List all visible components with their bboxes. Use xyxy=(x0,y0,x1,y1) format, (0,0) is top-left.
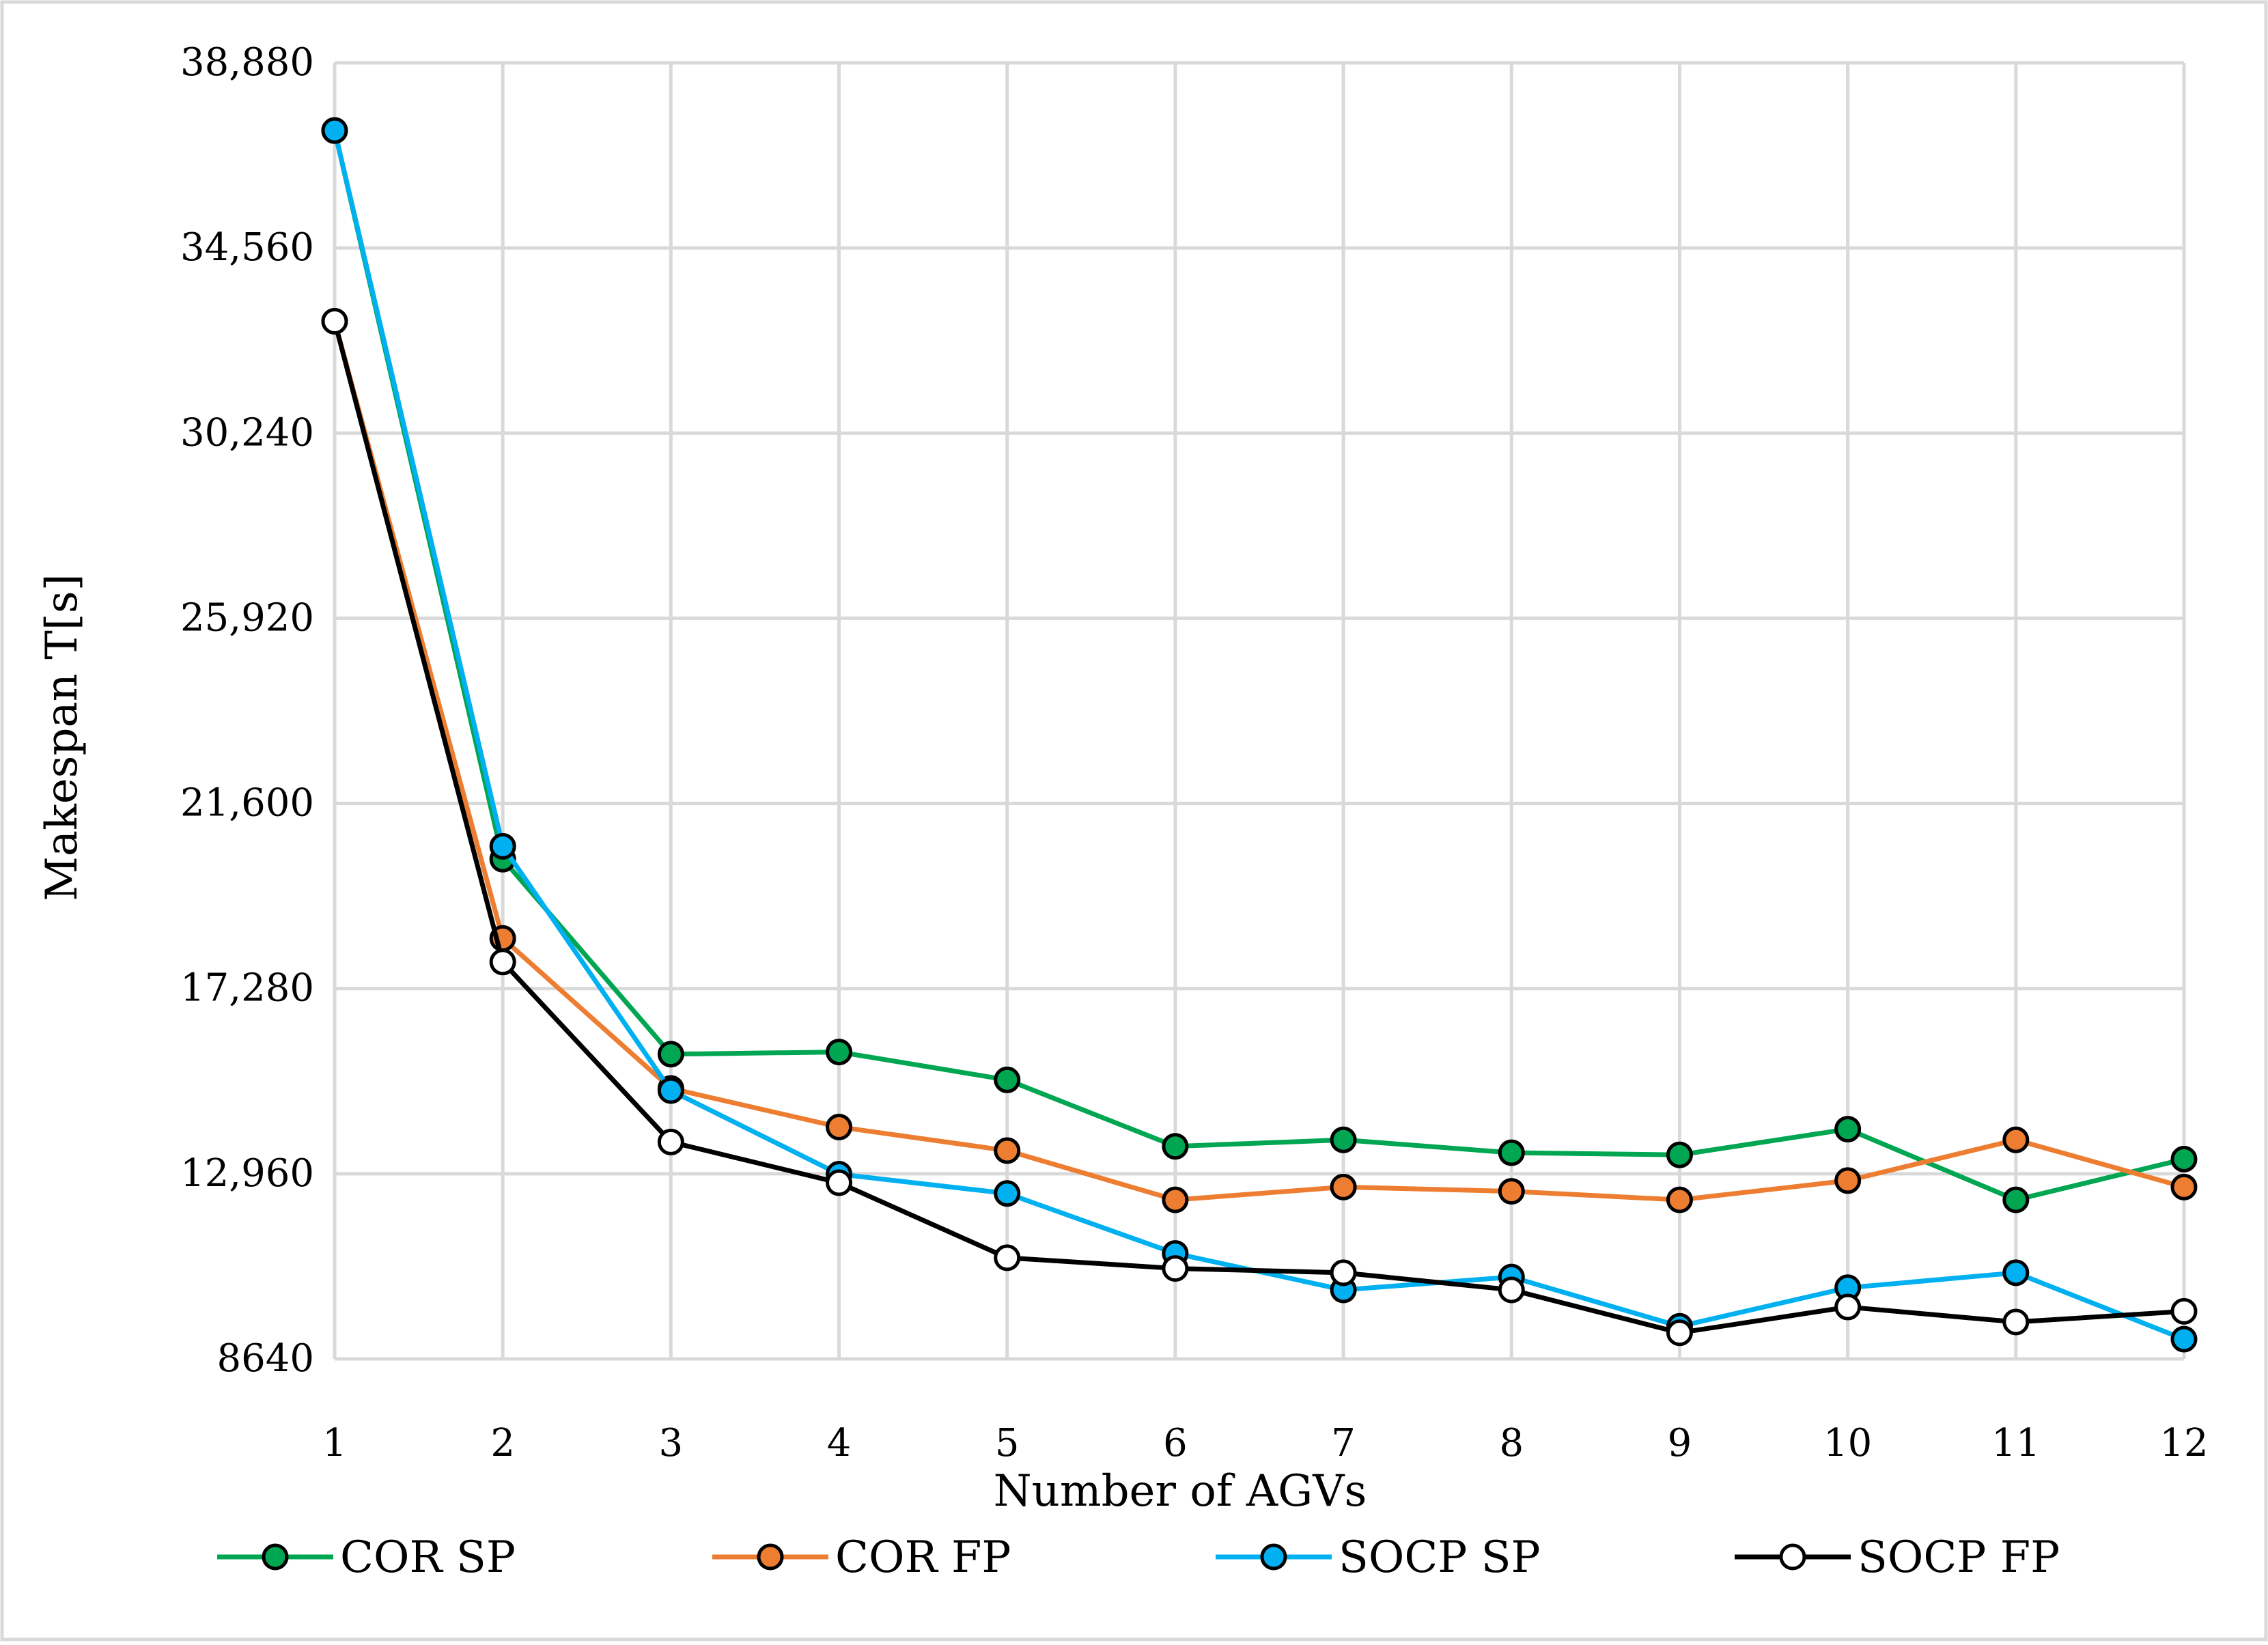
data-point xyxy=(1330,1259,1357,1287)
x-tick-label: 10 xyxy=(1823,1421,1872,1465)
legend-marker xyxy=(1260,1543,1287,1571)
x-tick-label: 2 xyxy=(490,1421,515,1465)
data-point xyxy=(1330,1126,1357,1153)
y-tick-label: 25,920 xyxy=(180,595,314,640)
data-point xyxy=(1834,1116,1862,1143)
data-point xyxy=(2002,1308,2030,1336)
series-line xyxy=(332,130,2185,1203)
data-point xyxy=(321,307,348,335)
data-point xyxy=(1162,1255,1189,1282)
series-lines xyxy=(321,117,2198,1353)
y-tick-label: 8640 xyxy=(216,1336,314,1381)
x-tick-label: 5 xyxy=(995,1421,1020,1465)
data-point xyxy=(1498,1178,1525,1205)
x-tick-label: 8 xyxy=(1499,1421,1524,1465)
data-point xyxy=(826,1113,853,1140)
series-cor-sp xyxy=(321,117,2198,1213)
legend-marker xyxy=(757,1543,784,1571)
legend: COR SP COR FP SOCP SP SOCP FP xyxy=(217,1532,2060,1583)
gridlines xyxy=(333,61,2186,1361)
series-socp-fp xyxy=(321,307,2198,1347)
legend-label: SOCP FP xyxy=(1858,1532,2060,1583)
data-point xyxy=(1666,1141,1693,1168)
data-point xyxy=(1330,1173,1357,1200)
tick-labels: 8640 12,960 17,280 21,600 25,920 30,240 34,560… xyxy=(180,40,2209,1465)
x-tick-label: 3 xyxy=(659,1421,684,1465)
legend-label: SOCP SP xyxy=(1339,1532,1541,1583)
data-point xyxy=(994,1137,1021,1164)
y-tick-label: 34,560 xyxy=(180,225,314,270)
x-tick-label: 12 xyxy=(2159,1421,2208,1465)
data-point xyxy=(1498,1139,1525,1166)
data-point xyxy=(1666,1186,1693,1213)
data-point xyxy=(321,117,348,144)
data-point xyxy=(2002,1186,2030,1213)
y-tick-label: 17,280 xyxy=(180,966,314,1011)
data-point xyxy=(994,1244,1021,1271)
legend-item: SOCP FP xyxy=(1735,1532,2060,1583)
y-tick-label: 30,240 xyxy=(180,410,314,455)
data-point xyxy=(657,1128,684,1155)
x-axis-title: Number of AGVs xyxy=(994,1466,1367,1517)
x-tick-label: 7 xyxy=(1331,1421,1356,1465)
data-point xyxy=(489,948,516,976)
data-point xyxy=(2002,1259,2030,1287)
data-point xyxy=(489,832,516,860)
legend-marker xyxy=(262,1543,289,1571)
legend-marker xyxy=(1779,1543,1806,1571)
data-point xyxy=(2170,1325,2198,1353)
series-line xyxy=(332,320,2185,1336)
data-point xyxy=(826,1039,853,1066)
legend-item: COR SP xyxy=(217,1532,516,1583)
data-point xyxy=(1666,1319,1693,1347)
y-tick-label: 38,880 xyxy=(180,40,314,85)
x-tick-label: 4 xyxy=(827,1421,852,1465)
data-point xyxy=(2170,1173,2198,1200)
x-tick-label: 1 xyxy=(322,1421,347,1465)
data-point xyxy=(1834,1167,1862,1194)
y-axis-title: Makespan T[s] xyxy=(37,574,87,901)
x-tick-label: 6 xyxy=(1163,1421,1188,1465)
series-line xyxy=(332,320,2185,1203)
data-point xyxy=(2170,1297,2198,1325)
data-point xyxy=(2170,1146,2198,1173)
y-tick-label: 12,960 xyxy=(180,1151,314,1196)
data-point xyxy=(2002,1126,2030,1153)
legend-item: COR FP xyxy=(712,1532,1011,1583)
x-tick-label: 11 xyxy=(1991,1421,2040,1465)
legend-label: COR SP xyxy=(340,1532,516,1583)
data-point xyxy=(994,1180,1021,1207)
y-tick-label: 21,600 xyxy=(180,781,314,826)
data-point xyxy=(657,1041,684,1068)
x-tick-label: 9 xyxy=(1668,1421,1692,1465)
legend-label: COR FP xyxy=(835,1532,1011,1583)
data-point xyxy=(994,1066,1021,1093)
data-point xyxy=(1834,1293,1862,1321)
data-point xyxy=(826,1169,853,1196)
data-point xyxy=(1498,1276,1525,1304)
data-point xyxy=(1162,1133,1189,1160)
data-point xyxy=(657,1077,684,1104)
data-point xyxy=(1162,1186,1189,1213)
legend-item: SOCP SP xyxy=(1216,1532,1541,1583)
